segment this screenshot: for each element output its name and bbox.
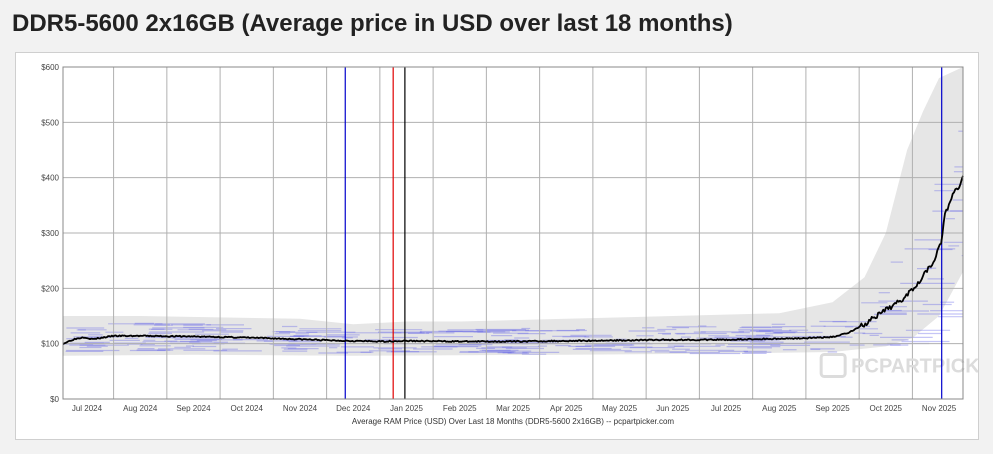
axes: $0 $100 $200 $300 $400 $500 $600 Jul 2024 Aug 20… [41,63,964,426]
x-tick-label: May 2025 [602,404,638,413]
range-band-area [63,67,963,356]
price-chart: PCPARTPICKER $0 $100 $200 $300 $400 $500 $600 J… [41,63,978,426]
y-tick-label: $100 [41,340,59,349]
x-tick-label: Jan 2025 [390,404,423,413]
x-tick-label: Mar 2025 [496,404,530,413]
x-tick-label: Nov 2024 [283,404,318,413]
average-price-line [62,175,964,346]
x-tick-label: Jul 2025 [711,404,742,413]
y-tick-label: $300 [41,229,59,238]
x-tick-label: Aug 2024 [123,404,158,413]
vertical-markers [344,67,943,399]
y-tick-label: $400 [41,174,59,183]
average-price-series [62,175,964,346]
x-tick-label: Feb 2025 [443,404,477,413]
watermark-text: PCPARTPICKER [851,355,978,377]
x-axis-label: Average RAM Price (USD) Over Last 18 Mon… [352,417,675,426]
y-tick-label: $0 [50,395,59,404]
watermark: PCPARTPICKER [819,352,978,378]
x-tick-label: Dec 2024 [336,404,371,413]
x-tick-label: Oct 2025 [870,404,903,413]
x-tick-label: Nov 2025 [922,404,957,413]
x-tick-label: Apr 2025 [550,404,583,413]
y-tick-label: $200 [41,284,59,293]
x-tick-label: Aug 2025 [762,404,797,413]
chart-container: PCPARTPICKER $0 $100 $200 $300 $400 $500 $600 J… [15,52,979,440]
x-tick-label: Sep 2024 [176,404,211,413]
y-tick-label: $500 [41,118,59,127]
watermark-logo [819,352,847,378]
x-tick-label: Sep 2025 [815,404,850,413]
x-tick-label: Oct 2024 [230,404,263,413]
plot-border [62,66,964,400]
page-title: DDR5-5600 2x16GB (Average price in USD o… [12,10,733,37]
x-tick-label: Jul 2024 [72,404,103,413]
y-tick-label: $600 [41,63,59,72]
x-tick-label: Jun 2025 [656,404,689,413]
